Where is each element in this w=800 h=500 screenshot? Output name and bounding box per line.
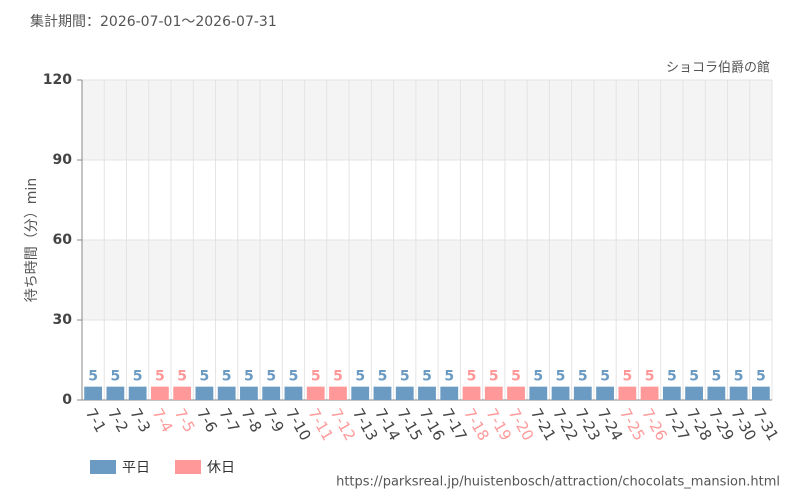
bar [729, 386, 748, 400]
bar [395, 386, 414, 400]
bar [573, 386, 592, 400]
x-tick-label: 7-8 [238, 405, 266, 435]
x-tick-label: 7-1 [82, 405, 110, 435]
bar [240, 386, 258, 400]
data-label: 5 [289, 369, 299, 385]
data-label: 5 [533, 369, 543, 385]
x-tick-label: 7-3 [126, 405, 154, 435]
source: https://parksreal.jp/huistenbosch/attrac… [336, 475, 780, 490]
bar [529, 386, 548, 400]
bar [418, 386, 436, 400]
bar [351, 386, 370, 400]
grid-band [82, 240, 772, 320]
y-axis-label: 待ち時間（分）min [24, 178, 40, 302]
data-label: 5 [645, 369, 655, 385]
bar [151, 386, 169, 400]
data-label: 5 [244, 369, 254, 385]
y-tick-label: 90 [53, 152, 73, 168]
chart-subtitle: ショコラ伯爵の館 [666, 61, 770, 76]
bar [462, 386, 481, 400]
bar [618, 386, 637, 400]
data-label: 5 [622, 369, 632, 385]
bar [284, 386, 303, 400]
bar [84, 386, 103, 400]
data-label: 5 [467, 369, 477, 385]
bar [128, 386, 147, 400]
data-label: 5 [333, 369, 343, 385]
data-label: 5 [177, 369, 187, 385]
data-label: 5 [578, 369, 588, 385]
data-label: 5 [222, 369, 232, 385]
data-label: 5 [133, 369, 143, 385]
y-tick-label: 60 [53, 232, 73, 248]
y-tick-label: 120 [43, 72, 72, 88]
bar [751, 386, 770, 400]
legend-swatch [90, 460, 116, 474]
legend-label: 平日 [122, 460, 150, 476]
bar [640, 386, 659, 400]
data-label: 5 [88, 369, 98, 385]
data-label: 5 [422, 369, 432, 385]
bar [306, 386, 325, 400]
data-label: 5 [266, 369, 276, 385]
bar [685, 386, 703, 400]
data-label: 5 [200, 369, 210, 385]
data-label: 5 [756, 369, 766, 385]
bar [217, 386, 236, 400]
bar [373, 386, 392, 400]
data-label: 5 [400, 369, 410, 385]
data-label: 5 [444, 369, 454, 385]
data-label: 5 [711, 369, 721, 385]
bar [106, 386, 125, 400]
y-tick-label: 0 [62, 392, 72, 408]
bar [662, 386, 681, 400]
bar [440, 386, 459, 400]
grid-band [82, 80, 772, 160]
x-tick-label: 7-9 [260, 405, 288, 435]
bar [484, 386, 503, 400]
x-tick-label: 7-6 [193, 405, 221, 435]
y-tick-label: 30 [53, 312, 73, 328]
x-tick-label: 7-4 [149, 405, 177, 435]
bar [551, 386, 570, 400]
data-label: 5 [355, 369, 365, 385]
data-label: 5 [734, 369, 744, 385]
data-label: 5 [378, 369, 388, 385]
bar [195, 386, 214, 400]
legend-swatch [175, 460, 201, 474]
bar [262, 386, 281, 400]
bar [707, 386, 726, 400]
x-tick-label: 7-5 [171, 405, 199, 435]
bar [596, 386, 614, 400]
x-tick-label: 7-7 [215, 405, 243, 435]
bar [507, 386, 525, 400]
bar [173, 386, 192, 400]
data-label: 5 [155, 369, 165, 385]
data-label: 5 [600, 369, 610, 385]
data-label: 5 [667, 369, 677, 385]
legend-label: 休日 [207, 460, 235, 476]
data-label: 5 [489, 369, 499, 385]
data-label: 5 [111, 369, 121, 385]
data-label: 5 [511, 369, 521, 385]
data-label: 5 [311, 369, 321, 385]
data-label: 5 [689, 369, 699, 385]
chart-title: 集計期間：2026-07-01〜2026-07-31 [30, 13, 277, 30]
data-label: 5 [556, 369, 566, 385]
x-tick-label: 7-2 [104, 405, 132, 435]
bar [329, 386, 347, 400]
